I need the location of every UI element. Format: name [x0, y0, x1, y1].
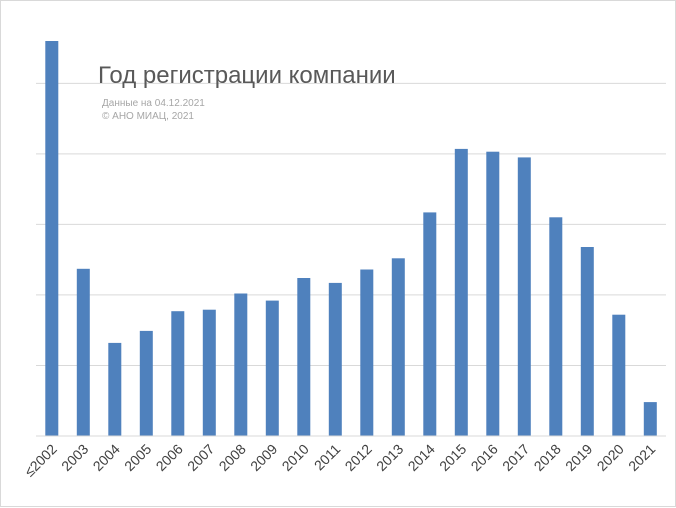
- bar-2013: [391, 258, 405, 437]
- bar-2017: [517, 157, 531, 436]
- x-tick-label: 2016: [468, 441, 501, 474]
- x-tick-label: 2021: [625, 441, 658, 474]
- x-tick-label: 2007: [184, 441, 217, 474]
- x-tick-label: 2017: [499, 441, 532, 474]
- bar-2003: [76, 268, 90, 436]
- bar-2016: [486, 151, 500, 436]
- bar-2020: [612, 314, 626, 436]
- x-tick-label: 2004: [90, 441, 123, 474]
- x-tick-label: ≤2002: [21, 441, 60, 480]
- bar-2014: [423, 212, 437, 436]
- bar-2021: [643, 402, 657, 436]
- copyright-note: © АНО МИАЦ, 2021: [102, 111, 194, 122]
- x-tick-label: 2011: [311, 441, 344, 474]
- x-tick-label: 2018: [531, 441, 564, 474]
- x-tick-label: 2006: [153, 441, 186, 474]
- x-tick-label: 2009: [247, 441, 280, 474]
- bar-2015: [454, 148, 468, 436]
- bar-2005: [139, 330, 153, 436]
- x-tick-label: 2003: [58, 441, 91, 474]
- x-tick-label: 2012: [342, 441, 375, 474]
- x-tick-label: 2013: [373, 441, 406, 474]
- x-axis-tick-labels: ≤200220032004200520062007200820092010201…: [21, 441, 658, 480]
- bars: [45, 41, 657, 437]
- x-tick-label: 2010: [279, 441, 312, 474]
- bar-2008: [234, 293, 248, 436]
- x-tick-label: 2014: [405, 441, 438, 474]
- x-tick-label: 2008: [216, 441, 249, 474]
- data-date-note: Данные на 04.12.2021: [102, 98, 205, 109]
- x-tick-label: 2015: [436, 441, 469, 474]
- x-tick-label: 2005: [121, 441, 154, 474]
- x-tick-label: 2020: [594, 441, 627, 474]
- bar-2018: [549, 217, 563, 436]
- bar-2012: [360, 269, 374, 436]
- gridlines: [36, 82, 666, 366]
- bar-2010: [297, 278, 311, 436]
- bar-2004: [108, 342, 122, 436]
- bar-2006: [171, 311, 185, 436]
- bar-2009: [265, 300, 279, 436]
- x-tick-label: 2019: [562, 441, 595, 474]
- chart-title: Год регистрации компании: [98, 62, 396, 89]
- bar-2019: [580, 247, 594, 436]
- bar-≤2002: [45, 41, 59, 436]
- bar-2011: [328, 282, 342, 436]
- bar-2007: [202, 309, 216, 436]
